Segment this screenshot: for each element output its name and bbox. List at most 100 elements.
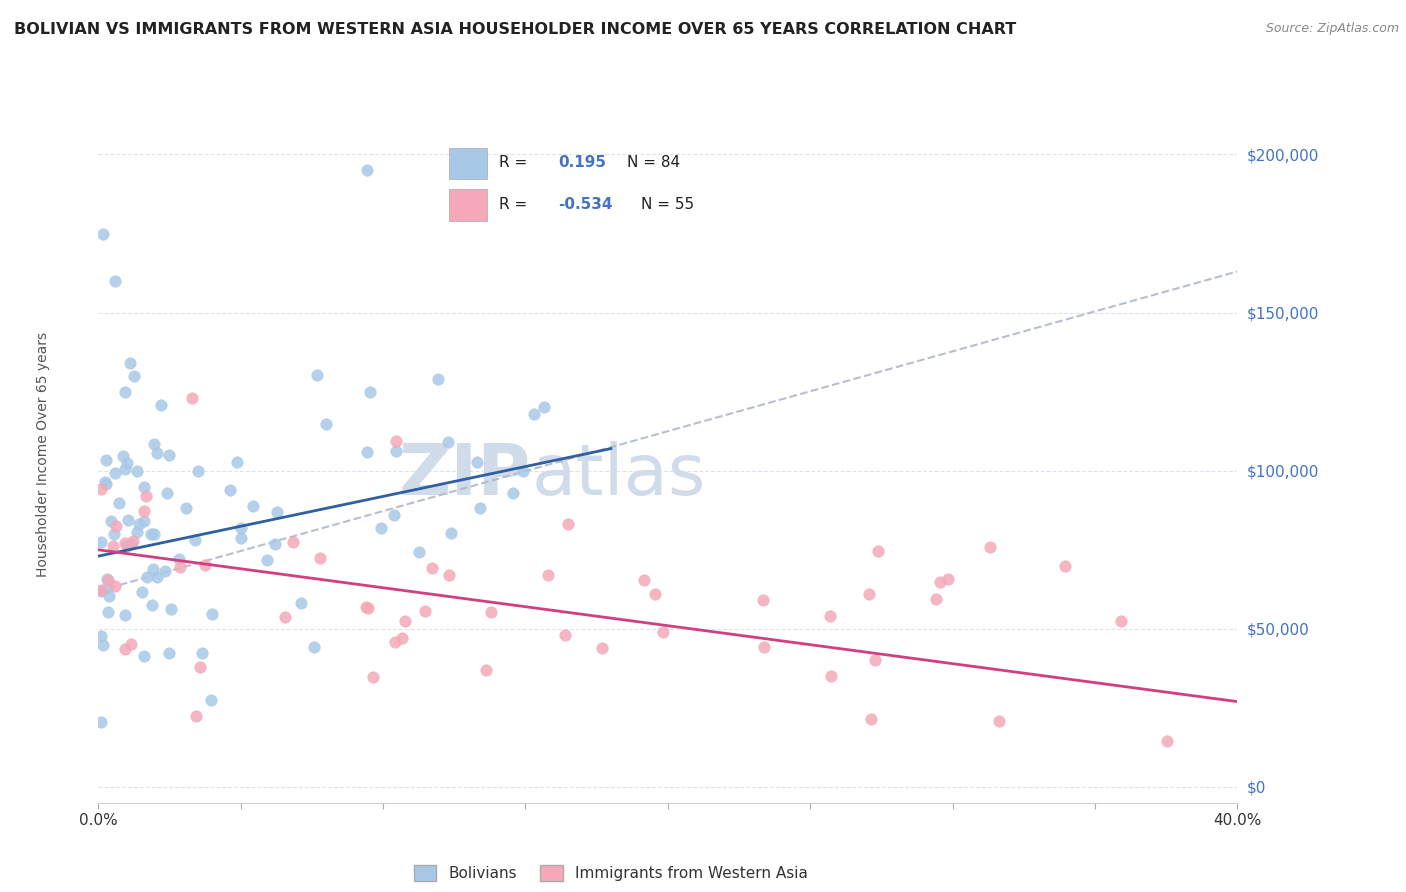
Point [117,514,139,528]
Point [100,514,122,528]
Point [229,531,252,545]
Point [120,356,142,370]
Point [385,444,408,458]
Point [591,641,613,656]
Point [752,593,775,607]
Point [97,605,120,619]
Point [863,653,886,667]
Point [194,558,217,572]
Point [125,524,148,539]
Point [96,452,118,467]
Point [155,564,177,578]
Point [440,526,463,541]
Point [479,606,502,620]
Point [818,608,841,623]
Point [315,417,337,432]
Point [929,574,952,589]
Point [465,455,488,469]
Point [1156,733,1178,747]
Point [266,505,288,519]
Point [97,573,120,587]
Point [143,527,166,541]
Text: atlas: atlas [531,442,706,510]
Point [925,591,948,606]
Point [90,584,112,599]
Point [219,483,242,498]
Point [988,714,1011,728]
Point [132,649,155,664]
Point [120,637,142,651]
Point [104,519,127,533]
Point [226,455,249,469]
Point [188,659,211,673]
Point [157,646,180,660]
Point [146,570,169,584]
Point [103,526,125,541]
Point [554,628,576,642]
Point [502,485,524,500]
Point [107,496,129,510]
Point [90,583,112,598]
Point [114,536,136,550]
Point [274,609,297,624]
Point [391,632,413,646]
Point [533,401,555,415]
Point [181,391,204,405]
Point [101,539,124,553]
Point [120,537,142,551]
Point [117,456,139,470]
Point [114,642,136,657]
Point [384,434,406,448]
Point [200,692,222,706]
Point [359,384,381,399]
Point [356,163,378,178]
Point [201,607,224,621]
Point [115,539,138,553]
Point [149,398,172,412]
Point [157,448,180,462]
Point [114,607,136,622]
Point [142,562,165,576]
Point [184,709,207,723]
Point [394,614,416,628]
Point [114,384,136,399]
Text: Source: ZipAtlas.com: Source: ZipAtlas.com [1265,22,1399,36]
Point [468,500,491,515]
Point [143,437,166,451]
Point [1109,615,1132,629]
Point [104,466,127,480]
Point [90,714,112,729]
Point [122,368,145,383]
Point [90,482,112,496]
Point [474,663,496,677]
Point [633,573,655,587]
Point [256,553,278,567]
Point [160,602,183,616]
Point [370,521,392,535]
Point [408,545,430,559]
Point [91,638,114,652]
Point [98,589,121,603]
Point [94,475,117,489]
Point [859,712,882,726]
Point [134,504,156,518]
Point [131,585,153,599]
Point [1053,559,1076,574]
Point [361,670,384,684]
Point [523,407,546,421]
Point [290,596,312,610]
Point [96,572,118,586]
Text: BOLIVIAN VS IMMIGRANTS FROM WESTERN ASIA HOUSEHOLDER INCOME OVER 65 YEARS CORREL: BOLIVIAN VS IMMIGRANTS FROM WESTERN ASIA… [14,22,1017,37]
Point [141,527,163,541]
Point [752,640,775,654]
Point [866,543,889,558]
Point [858,586,880,600]
Point [174,501,197,516]
Point [90,629,112,643]
Point [96,581,118,595]
Point [420,561,443,575]
Point [91,227,114,241]
Point [104,578,127,592]
Point [283,534,305,549]
Point [437,434,460,449]
